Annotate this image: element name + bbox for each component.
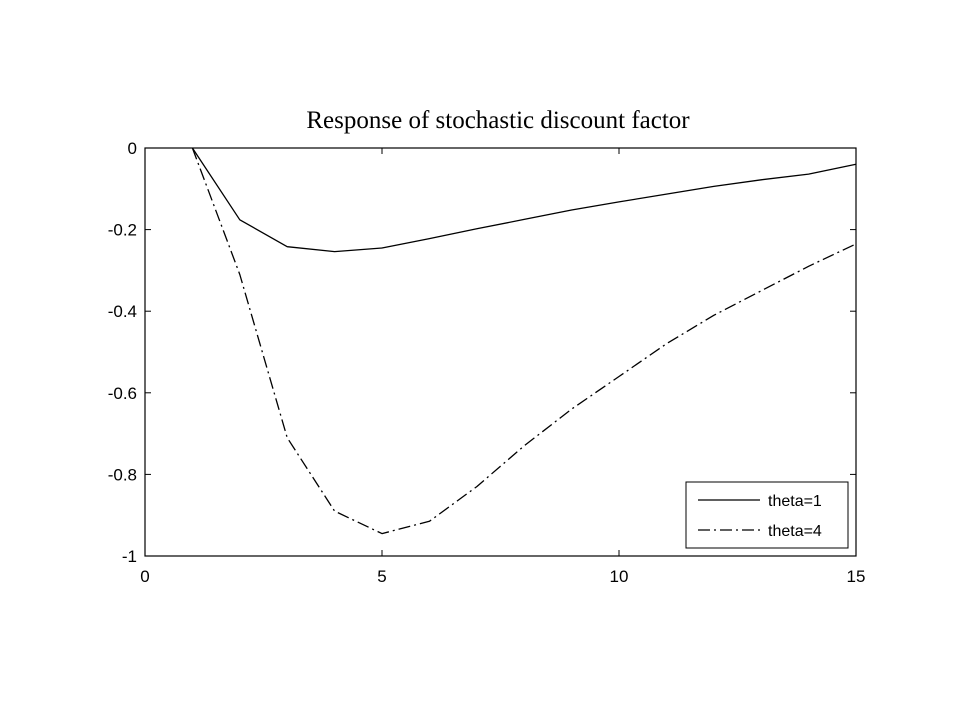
y-tick-label: -0.8 <box>108 465 137 484</box>
y-tick-label: -1 <box>122 547 137 566</box>
series-lines <box>191 147 857 535</box>
y-tick-label: -0.4 <box>108 302 137 321</box>
legend-label-1: theta=1 <box>768 493 822 510</box>
y-tick-label: -0.6 <box>108 384 137 403</box>
x-tick-label: 15 <box>847 567 866 586</box>
x-tick-label: 0 <box>140 567 149 586</box>
legend: theta=1 theta=4 <box>685 481 849 549</box>
y-tick-label: -0.2 <box>108 221 137 240</box>
x-tick-label: 5 <box>377 567 386 586</box>
chart-title: Response of stochastic discount factor <box>306 107 690 134</box>
series-line-2 <box>191 147 857 535</box>
legend-label-2: theta=4 <box>768 523 822 540</box>
legend-box <box>685 481 849 549</box>
series-line-1 <box>191 147 857 253</box>
x-tick-label: 10 <box>610 567 629 586</box>
y-tick-label: 0 <box>128 139 137 158</box>
axis-ticks: 0 5 10 15 0 -0.2 -0.4 -0.6 -0.8 -1 <box>108 139 866 586</box>
